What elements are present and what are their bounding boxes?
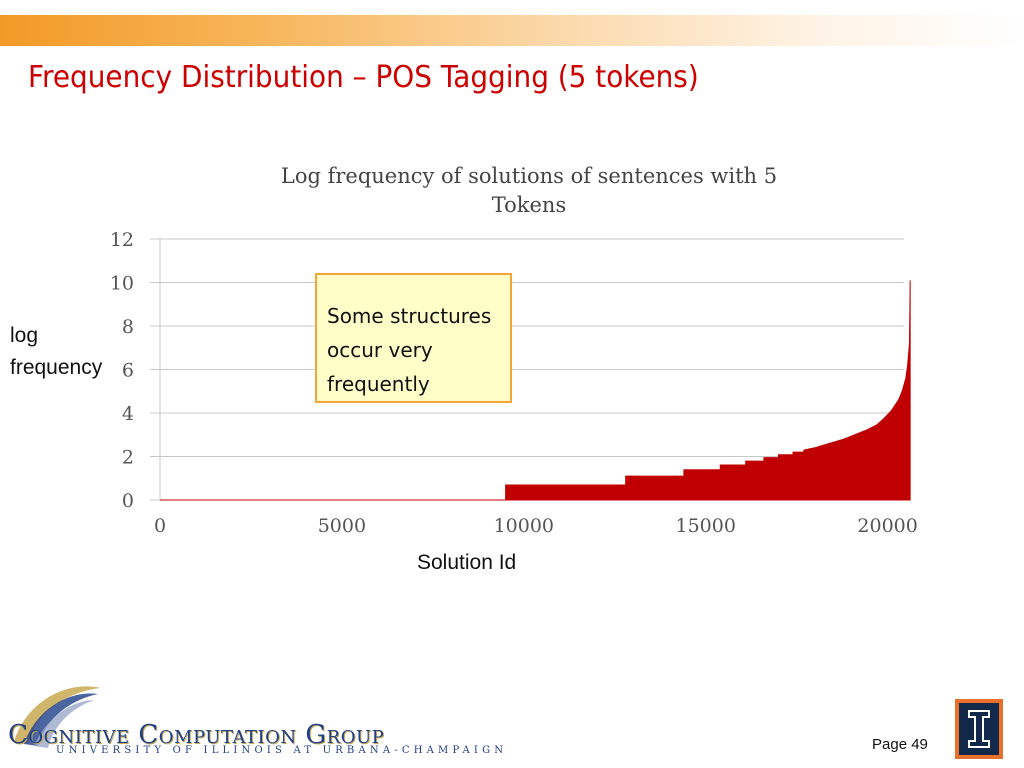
- log-frequency-chart: Log frequency of solutions of sentences …: [110, 164, 918, 537]
- chart-title-line-1: Log frequency of solutions of sentences …: [281, 164, 777, 188]
- y-tick-label: 10: [110, 273, 134, 295]
- logo-university-name: UNIVERSITY OF ILLINOIS AT URBANA-CHAMPAI…: [56, 745, 508, 756]
- y-tick-label: 8: [122, 316, 134, 338]
- x-tick-label: 10000: [494, 515, 554, 537]
- y-tick-label: 6: [122, 360, 134, 382]
- slide-title: Frequency Distribution – POS Tagging (5 …: [28, 60, 699, 95]
- x-tick-label: 0: [154, 515, 166, 537]
- x-tick-labels: 0 5000 10000 15000 20000: [154, 515, 918, 537]
- y-tick-label: 0: [122, 490, 134, 512]
- series-area: [160, 280, 911, 501]
- chart-title-line-2: Tokens: [492, 193, 566, 217]
- y-tick-labels: 0 2 4 6 8 10 12: [110, 229, 134, 512]
- y-tick-label: 12: [110, 229, 134, 251]
- logo-swoosh-graphic: [14, 686, 101, 748]
- y-axis-label: log frequency: [10, 324, 103, 379]
- x-axis-label: Solution Id: [417, 551, 517, 574]
- page-number: Page 49: [872, 736, 928, 753]
- y-tick-label: 4: [122, 403, 134, 425]
- x-tick-label: 20000: [857, 515, 917, 537]
- x-tick-label: 5000: [318, 515, 366, 537]
- title-accent-band: [0, 15, 1024, 46]
- university-block-i-logo: [955, 699, 1003, 759]
- x-tick-label: 15000: [675, 515, 735, 537]
- logo-group-name: Cognitive Computation Group: [8, 720, 385, 750]
- annotation-callout: Some structures occur very frequently: [315, 273, 512, 403]
- y-tick-label: 2: [122, 447, 134, 469]
